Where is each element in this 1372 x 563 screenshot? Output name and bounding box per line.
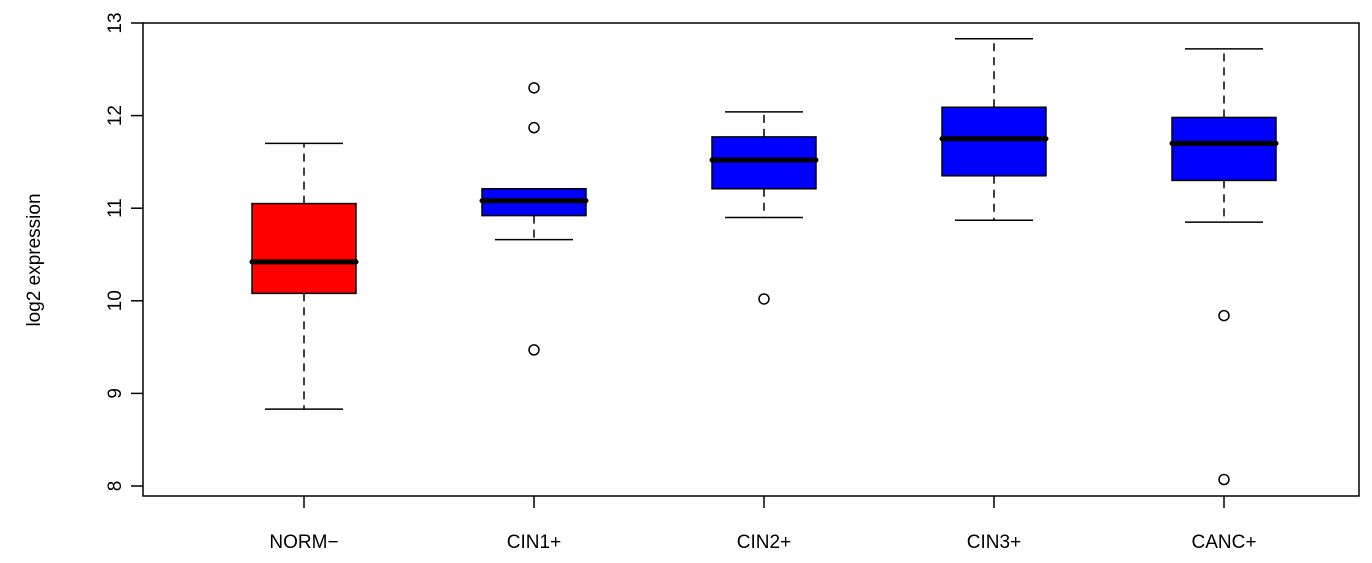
y-tick-label: 10 bbox=[105, 290, 126, 311]
outlier-point bbox=[1218, 473, 1230, 486]
x-tick-label: CIN3+ bbox=[967, 532, 1021, 553]
outlier-point bbox=[528, 82, 540, 94]
x-axis: NORM− CIN1+ CIN2+ CIN3+ CANC+ bbox=[269, 496, 1256, 553]
y-axis: 8 9 10 11 12 13 bbox=[105, 12, 143, 491]
box-group bbox=[939, 37, 1049, 221]
outlier-point bbox=[1218, 309, 1230, 322]
y-tick-label: 9 bbox=[105, 388, 126, 399]
x-tick-label: CANC+ bbox=[1192, 532, 1257, 553]
box-iqr bbox=[251, 202, 357, 295]
y-tick-label: 8 bbox=[105, 481, 126, 492]
y-tick-label: 11 bbox=[105, 198, 126, 218]
box-iqr bbox=[711, 136, 817, 190]
box-iqr bbox=[1171, 116, 1277, 182]
box-group bbox=[1169, 48, 1279, 486]
y-tick-label: 13 bbox=[105, 12, 126, 33]
x-tick-label: CIN2+ bbox=[737, 532, 791, 553]
box-group bbox=[249, 142, 359, 410]
plot-frame bbox=[142, 22, 1360, 497]
outlier-point bbox=[528, 344, 540, 356]
y-tick-label: 12 bbox=[105, 105, 126, 126]
box-group bbox=[479, 82, 589, 356]
outlier-point bbox=[528, 121, 540, 134]
x-tick-label: NORM− bbox=[269, 532, 338, 553]
x-tick-label: CIN1+ bbox=[507, 532, 561, 553]
box-series bbox=[249, 37, 1279, 486]
y-axis-label: log2 expression bbox=[24, 193, 45, 326]
box-iqr bbox=[941, 106, 1047, 177]
outlier-point bbox=[758, 293, 770, 305]
box-group bbox=[709, 111, 819, 305]
